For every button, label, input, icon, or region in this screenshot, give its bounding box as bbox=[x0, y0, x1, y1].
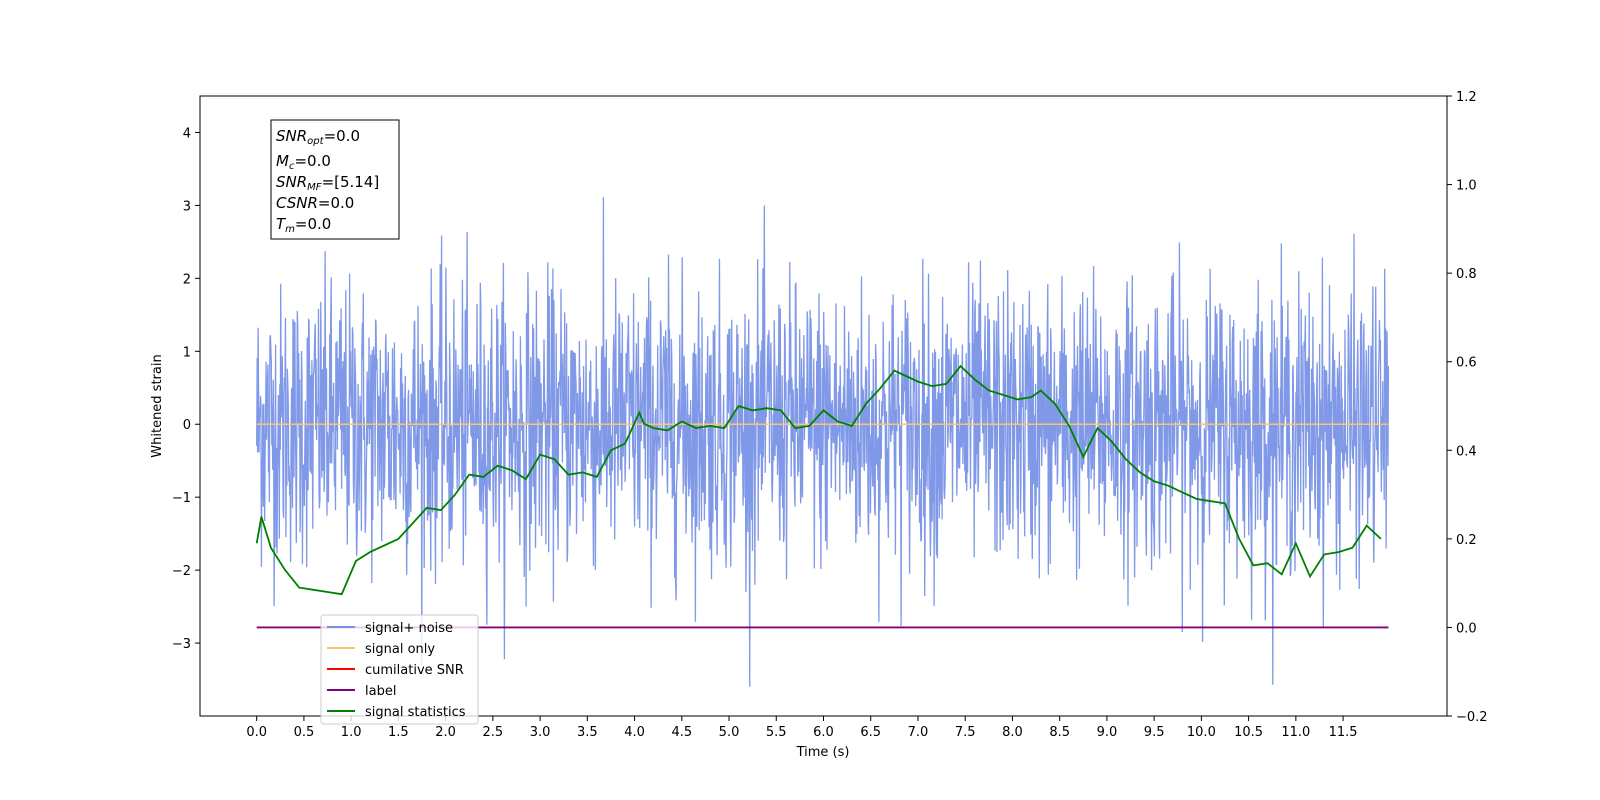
annotation-line: SNRMF=[5.14] bbox=[276, 173, 379, 193]
y-left-tick-label: 4 bbox=[183, 126, 191, 141]
x-tick-label: 9.5 bbox=[1144, 725, 1165, 740]
x-tick-label: 10.5 bbox=[1234, 725, 1263, 740]
x-tick-label: 0.5 bbox=[294, 725, 315, 740]
y-left-tick-label: 3 bbox=[183, 199, 191, 214]
y-left-tick-label: 1 bbox=[183, 345, 191, 360]
x-tick-label: 2.0 bbox=[435, 725, 456, 740]
y-right-tick-label: 1.0 bbox=[1456, 179, 1477, 194]
x-tick-label: 7.5 bbox=[955, 725, 976, 740]
axes-layer: 0.0 0.5 1.0 1.5 2.0 2.5 3.0 3.5 4.0 4.5 5.0 5.5 6.0 6… bbox=[172, 90, 1488, 740]
x-tick-label: 11.5 bbox=[1329, 725, 1358, 740]
legend-label: cumilative SNR bbox=[365, 663, 464, 678]
annotation-line: SNRopt=0.0 bbox=[276, 127, 360, 147]
x-tick-label: 3.0 bbox=[530, 725, 551, 740]
x-tick-label: 1.0 bbox=[341, 725, 362, 740]
x-tick-label: 6.5 bbox=[860, 725, 881, 740]
annotation-line: CSNR=0.0 bbox=[276, 194, 354, 212]
y-left-tick-label: 0 bbox=[183, 418, 191, 433]
y-left-tick-label: 2 bbox=[183, 272, 191, 287]
y-axis-label: Whitened strain bbox=[150, 354, 165, 457]
x-tick-label: 6.0 bbox=[813, 725, 834, 740]
y-right-tick-label: 0.4 bbox=[1456, 444, 1477, 459]
y-right-tick-label: 1.2 bbox=[1456, 90, 1477, 105]
annotation-line: Tm=0.0 bbox=[276, 215, 331, 235]
x-tick-label: 5.5 bbox=[766, 725, 787, 740]
x-tick-label: 3.5 bbox=[577, 725, 598, 740]
y-right-tick-label: 0.2 bbox=[1456, 533, 1477, 548]
legend-label: signal only bbox=[365, 642, 435, 657]
y-right-tick-label: −0.2 bbox=[1456, 710, 1488, 725]
legend: signal+ noise signal only cumilative SNR la… bbox=[320, 614, 479, 725]
x-tick-label: 7.0 bbox=[908, 725, 929, 740]
x-tick-label: 1.5 bbox=[388, 725, 409, 740]
series-signal-noise bbox=[256, 197, 1390, 687]
y-left-tick-label: −3 bbox=[172, 637, 191, 652]
x-tick-label: 4.5 bbox=[671, 725, 692, 740]
y-right-tick-label: 0.0 bbox=[1456, 621, 1477, 636]
x-tick-label: 2.5 bbox=[483, 725, 504, 740]
legend-label: signal statistics bbox=[365, 705, 466, 720]
legend-label: label bbox=[365, 684, 396, 699]
legend-label: signal+ noise bbox=[365, 621, 453, 636]
annotation-line: Mc=0.0 bbox=[276, 152, 331, 172]
x-tick-label: 0.0 bbox=[246, 725, 267, 740]
y-left-tick-label: −2 bbox=[172, 564, 191, 579]
x-axis-label: Time (s) bbox=[796, 745, 850, 760]
x-tick-label: 11.0 bbox=[1281, 725, 1310, 740]
x-tick-label: 5.0 bbox=[719, 725, 740, 740]
x-tick-label: 8.0 bbox=[1002, 725, 1023, 740]
x-tick-label: 9.0 bbox=[1097, 725, 1118, 740]
y-right-tick-label: 0.8 bbox=[1456, 267, 1477, 282]
y-left-tick-label: −1 bbox=[172, 491, 191, 506]
x-tick-label: 4.0 bbox=[624, 725, 645, 740]
x-tick-label: 10.0 bbox=[1187, 725, 1216, 740]
y-right-tick-label: 0.6 bbox=[1456, 356, 1477, 371]
annotation-frame bbox=[270, 119, 400, 240]
legend-frame bbox=[320, 614, 479, 725]
series-signal-statistics bbox=[255, 364, 1382, 596]
x-tick-label: 8.5 bbox=[1049, 725, 1070, 740]
